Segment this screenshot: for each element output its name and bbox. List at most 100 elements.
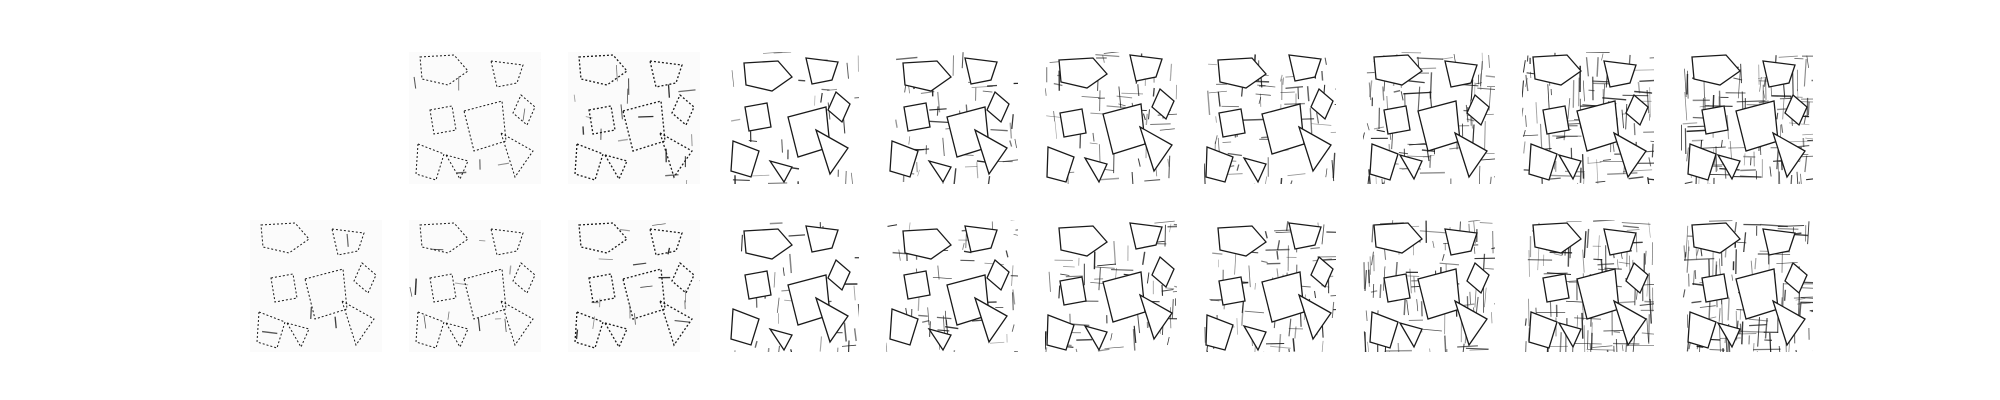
- hatch-stroke: [1137, 84, 1140, 97]
- hatch-stroke: [1154, 220, 1175, 224]
- polygon-outline: [1784, 261, 1808, 295]
- tile-drawing: [1045, 52, 1177, 184]
- hatch-stroke: [1643, 284, 1654, 286]
- polygon-outline: [903, 270, 931, 300]
- tile-drawing: [1045, 220, 1177, 352]
- hatch-stroke: [1484, 267, 1494, 270]
- hatch-stroke: [1321, 224, 1325, 245]
- polygon-fill: [1140, 295, 1172, 339]
- hatch-stroke: [1586, 228, 1590, 248]
- polygon-fill: [975, 130, 1007, 174]
- hatch-stroke: [1524, 318, 1527, 326]
- hatch-stroke: [1691, 139, 1704, 142]
- polygon-fill: [1455, 301, 1487, 345]
- hatch-stroke: [1081, 96, 1100, 99]
- hatch-stroke: [1462, 343, 1465, 352]
- polygon-outline: [1129, 222, 1163, 250]
- hatch-stroke: [1593, 220, 1615, 222]
- hatch-stroke: [1381, 178, 1383, 184]
- polygon-fill: [1455, 133, 1487, 177]
- hatch-stroke: [626, 88, 629, 104]
- tile-drawing: [1522, 220, 1654, 352]
- hatch-stroke: [929, 120, 950, 124]
- polygon-outline: [889, 308, 919, 346]
- hatch-stroke: [1522, 80, 1525, 98]
- hatch-stroke: [1684, 91, 1688, 121]
- hatch-stroke: [1002, 159, 1018, 163]
- hatch-stroke: [1104, 346, 1124, 349]
- hatch-stroke: [1097, 263, 1116, 267]
- polygon-fill: [1688, 312, 1716, 348]
- hatch-stroke: [1432, 240, 1435, 248]
- polygon-outline: [744, 270, 772, 300]
- polygon-fill: [788, 107, 830, 157]
- polygon-outline: [260, 222, 310, 254]
- hatch-stroke: [1760, 223, 1788, 228]
- polygon-outline: [1542, 105, 1570, 135]
- hatch-stroke: [844, 170, 847, 184]
- hatch-stroke: [942, 315, 945, 336]
- hatch-stroke: [1782, 282, 1784, 311]
- polygon-outline: [415, 143, 445, 181]
- polygon-outline: [1217, 57, 1267, 89]
- hatch-stroke: [1628, 176, 1644, 180]
- hatch-stroke: [1698, 146, 1726, 149]
- hatch-stroke: [1226, 173, 1243, 175]
- hatch-stroke: [1442, 56, 1453, 60]
- hatch-stroke: [1400, 91, 1404, 101]
- hatch-stroke: [1011, 324, 1015, 332]
- hatch-stroke: [1118, 103, 1126, 107]
- polygon-outline: [353, 262, 377, 294]
- polygon-outline: [419, 54, 469, 86]
- hatch-stroke: [789, 253, 793, 274]
- hatch-stroke: [1684, 251, 1687, 261]
- hatch-stroke: [1687, 240, 1690, 252]
- polygon-fill: [1370, 144, 1398, 180]
- hatch-stroke: [1326, 231, 1336, 234]
- polygon-outline: [1612, 299, 1647, 347]
- hatch-stroke: [1222, 141, 1232, 143]
- polygon-fill: [1130, 223, 1162, 249]
- hatch-stroke: [1255, 93, 1271, 96]
- hatch-stroke: [989, 341, 1005, 344]
- hatch-stroke: [1525, 341, 1527, 352]
- hatch-stroke: [1772, 95, 1803, 98]
- hatch-stroke: [640, 285, 653, 288]
- hatch-stroke: [1331, 301, 1335, 319]
- hatch-stroke: [1782, 98, 1785, 120]
- hatch-stroke: [1009, 122, 1013, 139]
- hatch-stroke: [731, 70, 735, 87]
- hatch-stroke: [798, 79, 806, 82]
- polygon-outline: [827, 258, 851, 292]
- hatch-stroke: [1644, 300, 1654, 303]
- hatch-stroke: [932, 276, 952, 280]
- hatch-stroke: [1174, 285, 1177, 288]
- hatch-stroke: [1491, 312, 1493, 324]
- hatch-stroke: [1748, 318, 1769, 322]
- hatch-stroke: [1585, 52, 1610, 54]
- hatch-stroke: [1148, 109, 1150, 120]
- tile-drawing: [886, 52, 1018, 184]
- polygon-outline: [927, 327, 952, 352]
- hatch-stroke: [1265, 176, 1268, 184]
- tile-drawing: [1522, 52, 1654, 184]
- hatch-stroke: [1757, 317, 1761, 347]
- polygon-outline: [903, 102, 931, 132]
- hatch-stroke: [1803, 58, 1807, 87]
- hatch-stroke: [1208, 90, 1227, 94]
- hatch-stroke: [1616, 259, 1619, 270]
- polygon-outline: [1701, 273, 1729, 303]
- hatch-stroke: [1581, 154, 1585, 179]
- hatch-stroke: [1310, 247, 1320, 250]
- polygon-fill: [1289, 55, 1321, 81]
- hatch-stroke: [1686, 129, 1708, 133]
- hatch-stroke: [1053, 111, 1056, 122]
- hatch-stroke: [1212, 252, 1223, 255]
- hatch-stroke: [820, 92, 823, 103]
- hatch-stroke: [843, 322, 847, 342]
- hatch-stroke: [1637, 81, 1641, 94]
- hatch-stroke: [1371, 224, 1374, 243]
- polygon-outline: [1369, 143, 1399, 181]
- hatch-stroke: [853, 285, 856, 301]
- polygon-outline: [1059, 276, 1087, 306]
